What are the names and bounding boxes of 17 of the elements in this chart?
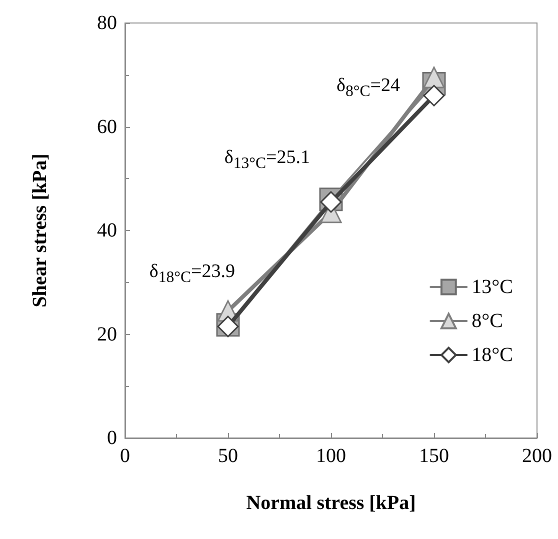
y-tick-label: 40 bbox=[97, 220, 117, 242]
annotation: δ$_{18°C}$=23.9 bbox=[149, 261, 235, 286]
y-axis-title: Shear stress [kPa] bbox=[29, 154, 51, 308]
legend-label: 18°C bbox=[472, 344, 514, 366]
y-tick-label: 0 bbox=[107, 427, 117, 449]
annotation: δ$_{13°C}$=25.1 bbox=[224, 148, 310, 172]
x-tick-label: 50 bbox=[218, 445, 238, 467]
legend-label: 8°C bbox=[472, 310, 504, 332]
x-tick-label: 200 bbox=[522, 445, 552, 467]
x-axis-title: Normal stress [kPa] bbox=[246, 492, 416, 514]
x-tick-label: 100 bbox=[316, 445, 346, 467]
y-tick-label: 20 bbox=[97, 323, 117, 346]
legend-label: 13°C bbox=[472, 276, 514, 298]
y-tick-label: 80 bbox=[97, 12, 117, 34]
y-tick-label: 60 bbox=[97, 116, 117, 138]
annotation: δ$_{8°C}$=24 bbox=[336, 74, 400, 100]
x-tick-label: 150 bbox=[419, 445, 449, 467]
